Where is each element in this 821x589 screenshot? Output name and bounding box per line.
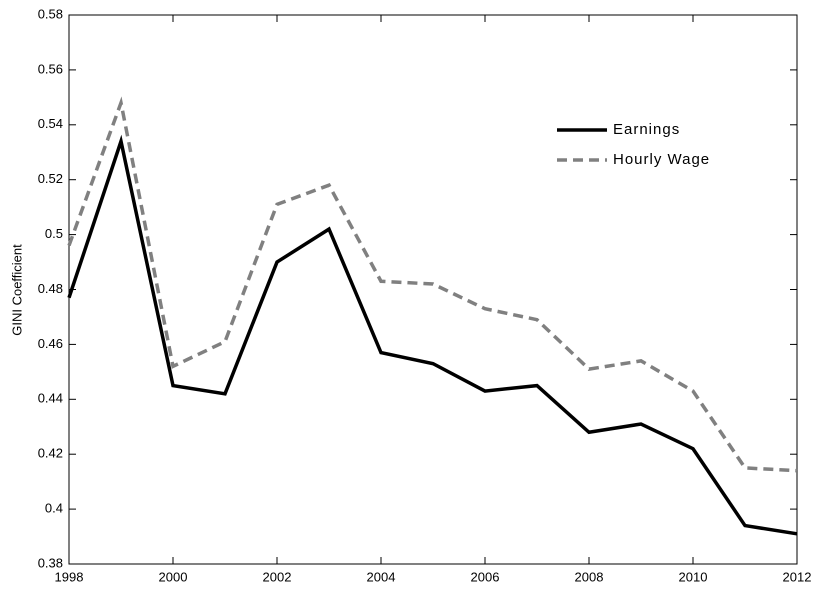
y-axis-label: GINI Coefficient [9,244,24,336]
y-tick-label: 0.44 [38,391,63,406]
y-tick-label: 0.58 [38,6,63,21]
x-tick-label: 2000 [159,569,188,584]
x-tick-label: 1998 [55,569,84,584]
y-tick-label: 0.52 [38,171,63,186]
y-tick-label: 0.42 [38,446,63,461]
y-tick-label: 0.46 [38,336,63,351]
y-tick-label: 0.38 [38,555,63,570]
x-tick-label: 2010 [679,569,708,584]
legend-label: Hourly Wage [613,151,710,168]
y-tick-label: 0.48 [38,281,63,296]
x-tick-label: 2012 [783,569,812,584]
y-tick-label: 0.56 [38,61,63,76]
x-tick-label: 2008 [575,569,604,584]
x-tick-label: 2002 [263,569,292,584]
y-tick-label: 0.54 [38,116,63,131]
y-tick-label: 0.5 [45,226,63,241]
line-series [67,134,798,536]
x-tick-label: 2006 [471,569,500,584]
y-tick-label: 0.4 [45,501,63,516]
x-tick-label: 2004 [367,569,396,584]
legend-label: Earnings [613,121,680,138]
line-series [67,96,798,473]
